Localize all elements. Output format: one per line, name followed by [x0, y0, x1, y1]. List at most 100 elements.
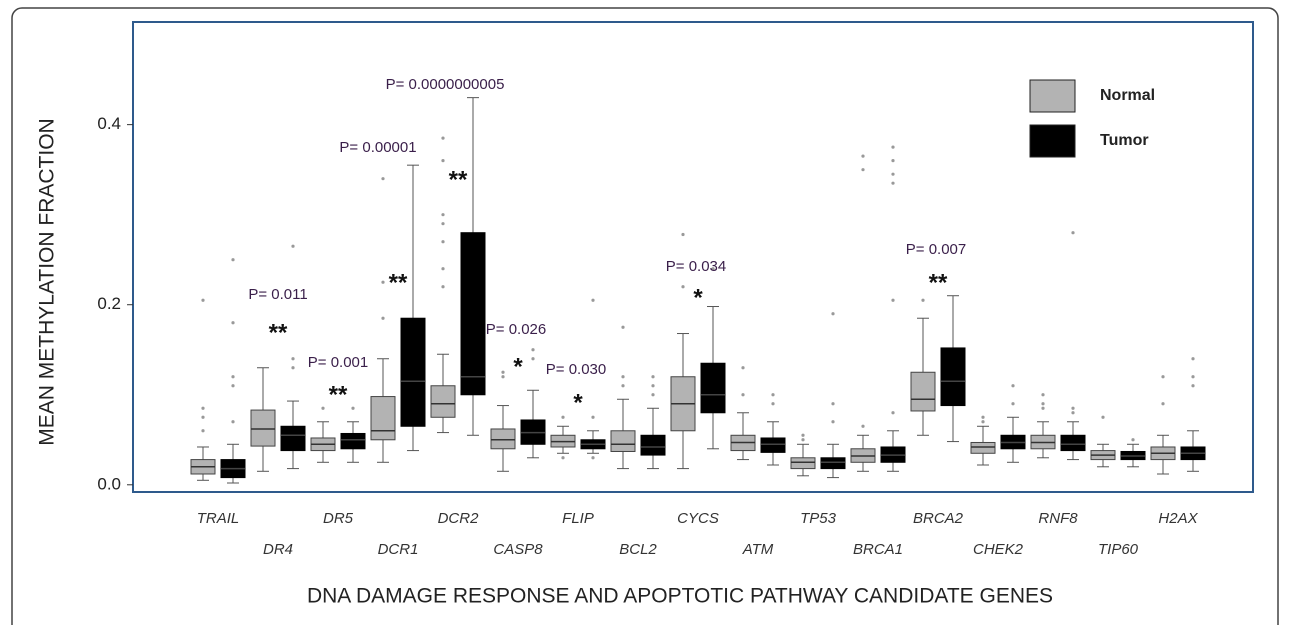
- x-tick-label: CHEK2: [973, 541, 1024, 558]
- outlier: [861, 154, 865, 158]
- outlier: [981, 420, 985, 424]
- p-value-label: P= 0.0000000005: [386, 76, 505, 93]
- outlier: [441, 213, 445, 217]
- outlier: [561, 456, 565, 460]
- x-tick-label: DCR1: [378, 541, 419, 558]
- significance-mark: *: [573, 389, 583, 416]
- p-value-label: P= 0.011: [248, 286, 307, 303]
- outlier: [201, 406, 205, 410]
- p-value-label: P= 0.030: [546, 361, 606, 378]
- significance-mark: *: [513, 353, 523, 380]
- outlier: [681, 285, 685, 289]
- p-value-label: P= 0.007: [906, 241, 966, 258]
- outlier: [801, 438, 805, 442]
- outlier: [1041, 402, 1045, 406]
- outlier: [1191, 375, 1195, 379]
- outlier: [711, 267, 715, 271]
- y-axis-label: MEAN METHYLATION FRACTION: [36, 118, 59, 445]
- box: [340, 432, 366, 450]
- box: [910, 371, 936, 412]
- outlier: [831, 420, 835, 424]
- outlier: [231, 420, 235, 424]
- box: [790, 457, 816, 470]
- outlier: [651, 393, 655, 397]
- outlier: [891, 145, 895, 149]
- significance-mark: **: [329, 381, 348, 408]
- outlier: [1041, 406, 1045, 410]
- outlier: [1191, 384, 1195, 388]
- outlier: [381, 316, 385, 320]
- outlier: [201, 429, 205, 433]
- outlier: [501, 370, 505, 374]
- p-value-label: P= 0.001: [308, 354, 368, 371]
- outlier: [1041, 393, 1045, 397]
- outlier: [441, 136, 445, 140]
- outlier: [381, 177, 385, 181]
- outlier: [231, 384, 235, 388]
- box: [640, 434, 666, 456]
- outlier: [441, 222, 445, 226]
- y-tick-label: 0.4: [97, 114, 121, 133]
- x-tick-label: CYCS: [677, 510, 719, 527]
- box: [250, 409, 276, 447]
- outlier: [621, 375, 625, 379]
- legend-label: Tumor: [1100, 132, 1149, 149]
- legend-swatch: [1029, 79, 1076, 113]
- outlier: [1011, 384, 1015, 388]
- x-tick-label: DCR2: [438, 510, 479, 527]
- significance-mark: **: [269, 319, 288, 346]
- p-value-label: P= 0.026: [486, 321, 546, 338]
- outlier: [441, 285, 445, 289]
- outlier: [891, 181, 895, 185]
- outlier: [891, 411, 895, 415]
- box: [760, 437, 786, 453]
- box: [700, 362, 726, 414]
- outlier: [441, 267, 445, 271]
- plot-area: [132, 21, 1254, 493]
- outlier: [861, 168, 865, 172]
- outlier: [531, 348, 535, 352]
- x-tick-label: TIP60: [1098, 541, 1139, 558]
- x-axis-label: DNA DAMAGE RESPONSE AND APOPTOTIC PATHWA…: [307, 585, 1053, 608]
- outlier: [1131, 438, 1135, 442]
- outlier: [891, 172, 895, 176]
- y-tick-label: 0.2: [97, 294, 121, 313]
- outlier: [1101, 415, 1105, 419]
- outlier: [561, 415, 565, 419]
- box: [970, 441, 996, 454]
- outlier: [501, 375, 505, 379]
- x-tick-label: RNF8: [1038, 510, 1078, 527]
- outlier: [741, 366, 745, 370]
- x-tick-label: FLIP: [562, 510, 594, 527]
- outlier: [771, 393, 775, 397]
- outlier: [1161, 375, 1165, 379]
- outlier: [291, 366, 295, 370]
- box: [400, 317, 426, 427]
- outlier: [591, 298, 595, 302]
- outlier: [891, 298, 895, 302]
- p-value-label: P= 0.00001: [339, 139, 416, 156]
- x-tick-label: DR5: [323, 510, 354, 527]
- outlier: [651, 384, 655, 388]
- outlier: [1161, 402, 1165, 406]
- outlier: [231, 321, 235, 325]
- outlier: [621, 384, 625, 388]
- outlier: [1071, 406, 1075, 410]
- outlier: [381, 280, 385, 284]
- outlier: [1071, 231, 1075, 235]
- outlier: [831, 402, 835, 406]
- outlier: [1011, 402, 1015, 406]
- outlier: [651, 375, 655, 379]
- legend-swatch: [1029, 124, 1076, 158]
- outlier: [681, 232, 685, 237]
- outlier: [771, 402, 775, 406]
- outlier: [1191, 357, 1195, 361]
- outlier: [231, 375, 235, 379]
- outlier: [201, 298, 205, 302]
- outlier: [621, 325, 625, 329]
- outlier: [831, 312, 835, 316]
- x-tick-label: BRCA2: [913, 510, 964, 527]
- outlier: [321, 406, 325, 410]
- outlier: [591, 456, 595, 460]
